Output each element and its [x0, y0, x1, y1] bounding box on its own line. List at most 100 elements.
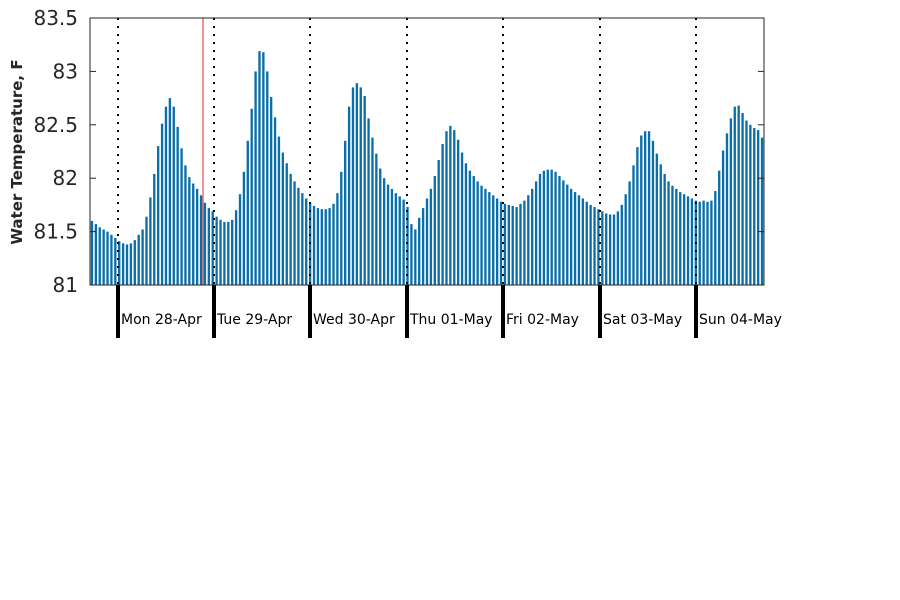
- temperature-bar: [227, 221, 230, 285]
- temperature-bar: [195, 188, 199, 285]
- temperature-bar: [125, 244, 129, 285]
- temperature-bar: [511, 205, 514, 285]
- temperature-bar: [558, 176, 561, 285]
- temperature-bar: [164, 106, 168, 285]
- temperature-bar: [254, 71, 257, 286]
- temperature-bar: [336, 193, 339, 285]
- temperature-bar: [145, 216, 148, 285]
- temperature-bar: [160, 123, 164, 285]
- temperature-bar: [531, 188, 534, 285]
- temperature-bar: [714, 191, 717, 285]
- temperature-bar: [437, 160, 440, 285]
- temperature-bar: [425, 198, 429, 285]
- temperature-bar: [172, 106, 175, 285]
- temperature-bar: [581, 198, 585, 285]
- temperature-bar: [433, 176, 436, 285]
- temperature-bar: [129, 243, 133, 285]
- temperature-bar: [655, 153, 659, 285]
- temperature-bar: [608, 214, 612, 285]
- temperature-bar: [464, 163, 468, 285]
- temperature-bar: [601, 211, 604, 285]
- day-label: Wed 30-Apr: [313, 312, 395, 328]
- temperature-bar: [682, 194, 686, 285]
- temperature-bar: [593, 207, 596, 285]
- temperature-bar: [488, 192, 491, 285]
- temperature-bar: [472, 176, 475, 285]
- temperature-bar: [663, 173, 666, 285]
- temperature-bar: [686, 196, 690, 285]
- temperature-bar: [234, 210, 238, 285]
- day-labels: Mon 28-Apr Tue 29-Apr Wed 30-Apr Thu 01-May…: [121, 312, 782, 328]
- temperature-bar: [188, 177, 191, 285]
- y-tick-label: 81.5: [33, 220, 78, 244]
- temperature-bar: [390, 188, 394, 285]
- temperature-bar: [211, 211, 214, 285]
- temperature-bar: [375, 153, 378, 285]
- temperature-bar: [753, 128, 756, 285]
- temperature-bar: [320, 209, 323, 285]
- day-label: Mon 28-Apr: [121, 312, 202, 328]
- temperature-bar: [710, 200, 713, 285]
- temperature-bar: [242, 171, 246, 285]
- temperature-bar: [585, 201, 588, 285]
- temperature-bar: [495, 198, 499, 285]
- temperature-bar: [534, 181, 538, 285]
- temperature-bar: [460, 152, 464, 285]
- temperature-bar: [258, 51, 261, 285]
- temperature-bar: [184, 165, 187, 285]
- temperature-bar: [114, 238, 117, 285]
- bars-group: [90, 18, 764, 286]
- temperature-bar: [702, 200, 705, 285]
- temperature-bar: [149, 197, 152, 285]
- temperature-bar: [98, 227, 101, 285]
- temperature-bar: [262, 52, 265, 286]
- temperature-bar: [219, 219, 222, 285]
- temperature-bar: [562, 180, 565, 285]
- temperature-bar: [616, 211, 620, 285]
- temperature-bar: [402, 199, 405, 285]
- temperature-bar: [445, 131, 448, 285]
- y-axis-ticks: 81 81.5 82 82.5 83 83.5: [33, 6, 764, 297]
- temperature-bar: [628, 181, 631, 285]
- temperature-bar: [359, 87, 362, 285]
- temperature-bar: [340, 171, 343, 285]
- temperature-bar: [554, 171, 557, 285]
- temperature-bar: [667, 181, 670, 285]
- temperature-bar: [733, 106, 736, 285]
- temperature-bar: [371, 137, 374, 285]
- temperature-bar: [640, 135, 643, 285]
- temperature-bar: [90, 220, 94, 285]
- temperature-bar: [118, 241, 121, 285]
- temperature-bar: [238, 194, 242, 285]
- temperature-bar: [312, 205, 316, 285]
- temperature-bar: [429, 188, 433, 285]
- temperature-bar: [273, 117, 277, 285]
- temperature-bar: [503, 203, 507, 285]
- temperature-bar: [382, 178, 386, 285]
- temperature-bar: [698, 201, 701, 285]
- temperature-bar: [332, 203, 335, 285]
- temperature-bar: [449, 125, 452, 286]
- temperature-bar: [675, 188, 678, 285]
- temperature-bar: [546, 169, 549, 285]
- temperature-bar: [480, 185, 483, 285]
- temperature-bar: [223, 221, 226, 285]
- temperature-bar: [721, 150, 725, 285]
- day-label: Fri 02-May: [506, 312, 579, 328]
- temperature-bar: [316, 208, 320, 285]
- temperature-bar: [266, 71, 269, 286]
- temperature-bar: [636, 147, 639, 285]
- temperature-bar: [121, 243, 125, 285]
- temperature-bar: [394, 193, 397, 285]
- temperature-bar: [421, 208, 425, 285]
- temperature-bar: [281, 152, 285, 285]
- temperature-bar: [410, 224, 413, 285]
- temperature-bar: [573, 192, 577, 285]
- day-label: Sat 03-May: [603, 312, 682, 328]
- temperature-bar: [499, 201, 503, 285]
- temperature-bar: [367, 118, 370, 285]
- temperature-bar: [453, 130, 456, 285]
- temperature-bar: [398, 196, 401, 285]
- temperature-bar: [192, 183, 195, 285]
